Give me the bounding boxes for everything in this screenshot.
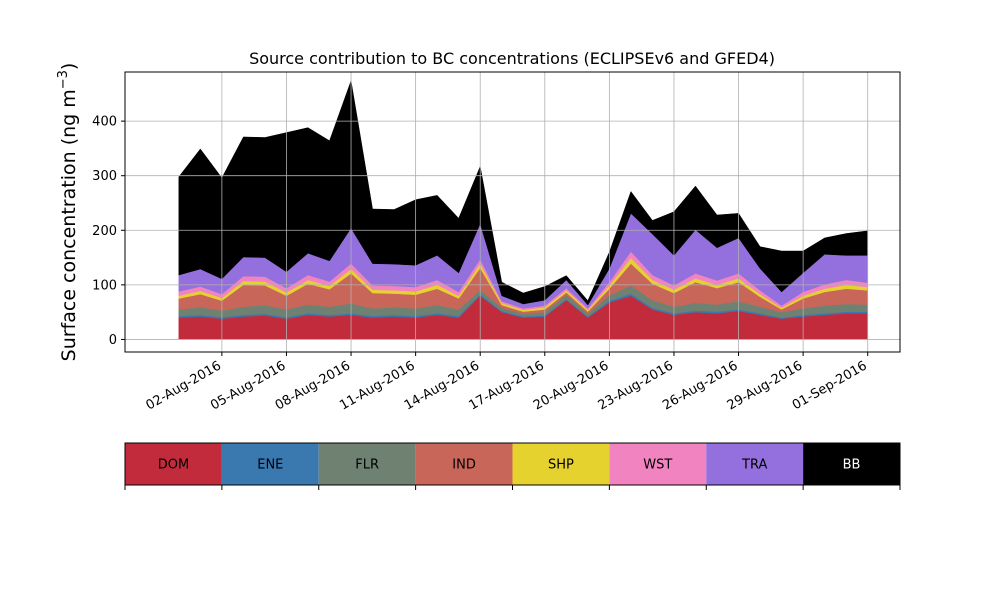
legend-label-ind: IND (452, 458, 476, 473)
legend-swatch-shp (512, 443, 610, 485)
chart-title: Source contribution to BC concentrations… (249, 49, 775, 68)
legend-swatch-wst (609, 443, 707, 485)
y-axis-label: Surface concentration (ng m−3) (56, 63, 80, 362)
legend: DOM ENE FLR IND SHP WST TRA BB (124, 442, 901, 490)
y-axis-label-close: ) (58, 63, 80, 70)
legend-label-shp: SHP (548, 458, 574, 473)
plot-area: 010020030040002-Aug-201605-Aug-201608-Au… (92, 71, 901, 414)
y-tick-label: 100 (92, 278, 117, 293)
legend-swatch-ind (415, 443, 513, 485)
legend-label-bb: BB (843, 458, 861, 473)
legend-swatch-flr (318, 443, 416, 485)
legend-swatch-bb (803, 443, 900, 485)
legend-swatch-ene (221, 443, 319, 485)
y-axis-label-main: Surface concentration (ng m (58, 89, 80, 361)
y-tick-label: 300 (92, 169, 117, 184)
legend-label-flr: FLR (355, 458, 379, 473)
y-tick-label: 400 (92, 115, 117, 130)
legend-swatch-tra (706, 443, 804, 485)
legend-label-dom: DOM (158, 458, 189, 473)
legend-label-tra: TRA (741, 458, 767, 473)
legend-label-ene: ENE (257, 458, 283, 473)
y-tick-label: 200 (92, 224, 117, 239)
y-axis-label-exponent: −3 (56, 70, 71, 89)
y-tick-label: 0 (109, 333, 117, 348)
axes-frame (124, 71, 901, 353)
legend-frame (124, 442, 901, 486)
legend-swatch-dom (125, 443, 222, 485)
legend-label-wst: WST (643, 458, 672, 473)
